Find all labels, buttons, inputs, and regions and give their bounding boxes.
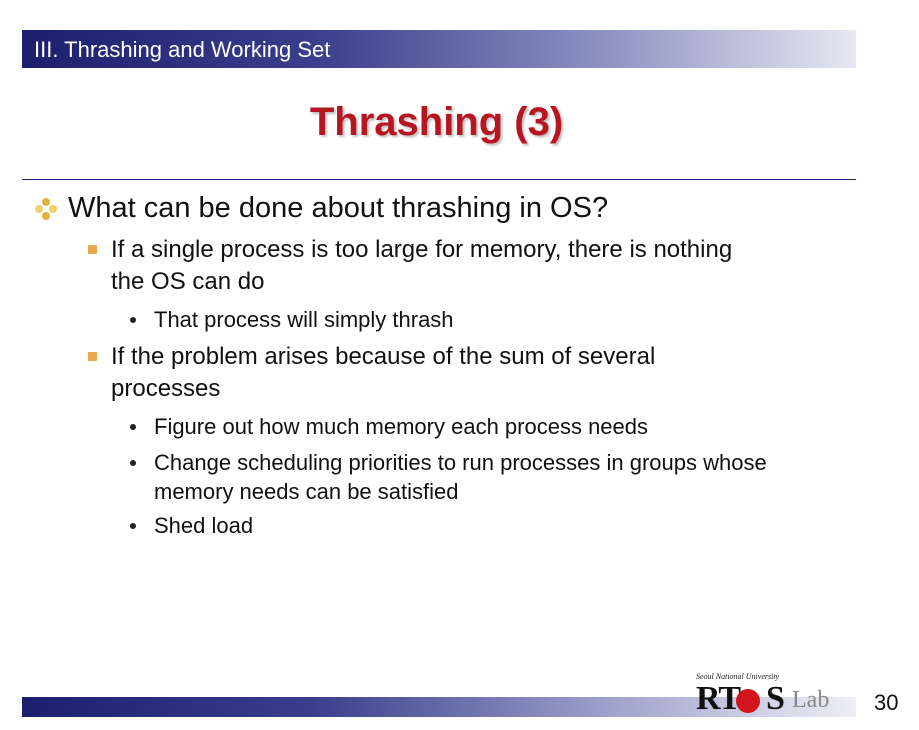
- dot-bullet-icon: [130, 460, 136, 466]
- diamond-bullet-icon: [35, 198, 57, 220]
- logo-rtos-text: RT S: [696, 680, 785, 717]
- square-bullet-icon: [88, 245, 97, 254]
- dot-bullet-icon: [130, 424, 136, 430]
- point2-sub1: Figure out how much memory each process …: [154, 414, 649, 439]
- point1-line2: the OS can do: [111, 268, 265, 295]
- title-divider: [22, 179, 856, 180]
- point1-sub1: That process will simply thrash: [154, 307, 454, 332]
- square-bullet-icon: [88, 352, 97, 361]
- point2-sub2-line2: memory needs can be satisfied: [154, 479, 459, 504]
- point2-line1: If the problem arises because of the sum…: [111, 343, 656, 370]
- page-number: 30: [874, 690, 899, 715]
- logo-lab-text: Lab: [792, 687, 830, 713]
- dot-bullet-icon: [130, 523, 136, 529]
- slide-title: Thrashing (3): [309, 100, 564, 144]
- point2-line2: processes: [111, 375, 221, 402]
- section-title: III. Thrashing and Working Set: [34, 37, 331, 62]
- footer-bar: [22, 697, 856, 717]
- point2-sub3: Shed load: [154, 513, 254, 538]
- point1-line1: If a single process is too large for mem…: [111, 236, 733, 263]
- rtos-logo: Seoul National University RT S Lab: [688, 670, 858, 720]
- question-text: What can be done about thrashing in OS?: [68, 192, 609, 224]
- logo-caption: Seoul National University: [696, 672, 780, 681]
- point2-sub2-line1: Change scheduling priorities to run proc…: [154, 450, 767, 475]
- logo-red-circle: [736, 689, 760, 713]
- section-header-bar: III. Thrashing and Working Set: [22, 30, 856, 68]
- dot-bullet-icon: [130, 317, 136, 323]
